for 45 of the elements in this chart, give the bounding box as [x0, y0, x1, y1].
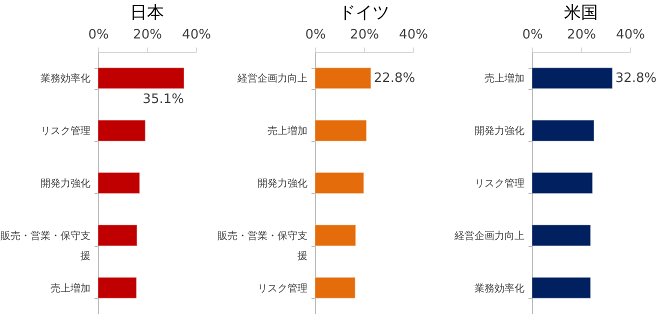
- data-label: 32.8%: [615, 71, 657, 86]
- x-tick-label: 40%: [616, 28, 645, 42]
- chart-title: 日本: [130, 3, 164, 23]
- chart-title: ドイツ: [338, 3, 390, 23]
- y-tick-label: 売上増加: [50, 282, 90, 294]
- bar: [314, 276, 356, 299]
- bar: [314, 172, 364, 194]
- bar: [314, 224, 356, 246]
- bar: [532, 67, 613, 90]
- y-tick-label: 開発力強化: [40, 178, 90, 190]
- chart-title: 米国: [564, 3, 598, 23]
- x-tick-label: 0%: [522, 28, 543, 42]
- y-tick-label: 開発力強化: [474, 125, 524, 138]
- bar: [532, 120, 594, 142]
- bar: [98, 224, 138, 246]
- y-tick-label: リスク管理: [258, 283, 308, 294]
- y-tick-label: 経営企画力向上: [236, 72, 308, 85]
- y-tick-label: 売上増加: [484, 72, 524, 85]
- y-tick-label: 経営企画力向上: [454, 230, 524, 242]
- y-tick-label: 売上増加: [268, 125, 308, 138]
- data-label: 22.8%: [374, 71, 416, 86]
- y-tick-label: リスク管理: [40, 126, 90, 138]
- data-label: 35.1%: [142, 92, 184, 108]
- x-tick-label: 20%: [133, 28, 162, 42]
- bar: [532, 276, 592, 299]
- bar: [98, 67, 184, 90]
- y-tick-label: 業務効率化: [474, 282, 524, 294]
- bar: [98, 276, 137, 299]
- bar: [314, 67, 372, 90]
- y-tick-label: 業務効率化: [40, 72, 90, 85]
- x-tick-label: 40%: [182, 28, 211, 42]
- bar: [98, 120, 146, 142]
- y-tick-label: 販売・営業・保守支援: [218, 230, 308, 262]
- x-tick-label: 20%: [350, 28, 379, 42]
- bar: [532, 224, 592, 246]
- x-tick-label: 20%: [567, 28, 596, 42]
- x-tick-label: 40%: [399, 28, 428, 42]
- y-tick-label: 開発力強化: [258, 178, 308, 190]
- x-tick-label: 0%: [88, 28, 109, 42]
- y-tick-label: リスク管理: [474, 178, 524, 190]
- y-tick-label: 販売・営業・保守支援: [0, 230, 90, 262]
- bar: [532, 172, 594, 194]
- bar: [314, 120, 367, 142]
- bar: [98, 172, 140, 194]
- x-tick-label: 0%: [305, 28, 326, 42]
